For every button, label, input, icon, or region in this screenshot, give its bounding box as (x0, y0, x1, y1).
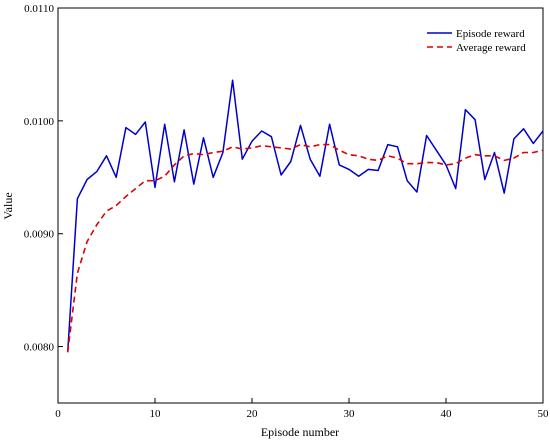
legend: Episode reward Average reward (427, 28, 526, 54)
x-tick-label: 0 (55, 408, 61, 420)
series-layer (66, 79, 544, 353)
x-tick-label: 30 (344, 408, 356, 420)
plot-frame (57, 7, 544, 404)
x-tick-label: 10 (150, 408, 162, 420)
y-axis-title: Value (1, 192, 15, 219)
plot-area (57, 7, 544, 404)
y-tick-label: 0.0090 (24, 229, 55, 241)
y-tick-label: 0.0110 (24, 3, 54, 15)
legend-label: Episode reward (456, 28, 525, 40)
x-tick-label: 20 (247, 408, 259, 420)
legend-label: Average reward (456, 42, 526, 54)
average-reward-series-line (66, 143, 544, 353)
y-tick-label: 0.0100 (24, 116, 55, 128)
axis-ticks: 0 10 20 30 40 50 0.0080 0.0090 0.0100 0.0110 (24, 3, 549, 420)
x-axis-title: Episode number (261, 425, 339, 439)
x-tick-label: 50 (538, 408, 550, 420)
x-tick-label: 40 (441, 408, 453, 420)
episode-reward-series-line (66, 79, 544, 353)
y-tick-label: 0.0080 (24, 342, 55, 354)
